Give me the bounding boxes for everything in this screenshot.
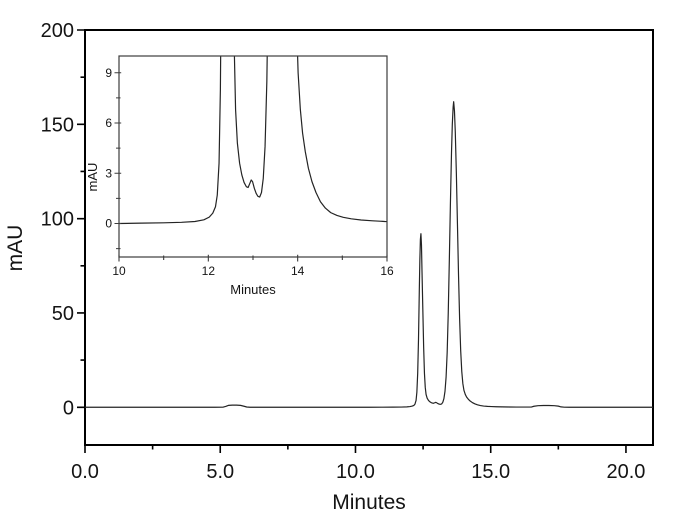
y-tick-label: 100 xyxy=(41,209,74,231)
main-axis-ticks xyxy=(77,29,627,453)
y-tick-label: 0 xyxy=(105,217,112,231)
x-tick-label: 14 xyxy=(291,264,305,278)
x-tick-label: 0.0 xyxy=(71,461,99,483)
main-x-axis-title: Minutes xyxy=(332,491,406,514)
x-tick-label: 15.0 xyxy=(471,461,510,483)
inset-background xyxy=(119,56,387,257)
x-tick-label: 16 xyxy=(380,264,394,278)
main-plot-frame xyxy=(84,29,654,446)
main-chromatogram-trace xyxy=(85,101,653,408)
y-tick-label: 150 xyxy=(41,114,74,136)
y-tick-label: 9 xyxy=(105,66,112,80)
main-x-tick-labels: 0.0 5.0 10.0 15.0 20.0 xyxy=(71,461,645,483)
y-tick-label: 6 xyxy=(105,116,112,130)
main-y-axis-title: mAU xyxy=(4,225,27,272)
inset-axis-ticks xyxy=(114,72,388,262)
x-tick-label: 20.0 xyxy=(606,461,645,483)
y-tick-label: 50 xyxy=(52,303,74,325)
x-tick-label: 5.0 xyxy=(206,461,234,483)
x-tick-label: 10.0 xyxy=(336,461,375,483)
x-tick-label: 12 xyxy=(202,264,216,278)
main-y-tick-labels: 0 50 100 150 200 xyxy=(41,20,74,419)
inset-x-tick-labels: 10 12 14 16 xyxy=(112,264,394,278)
inset-y-tick-labels: 0 3 6 9 xyxy=(105,66,112,231)
x-tick-label: 10 xyxy=(112,264,126,278)
inset-x-axis-title: Minutes xyxy=(230,282,276,297)
y-tick-label: 0 xyxy=(63,397,74,419)
y-tick-label: 3 xyxy=(105,166,112,180)
inset-chromatogram-trace xyxy=(119,56,387,225)
inset-plot: 10 12 14 16 0 3 6 9 Minutes mAU xyxy=(85,55,394,297)
y-tick-label: 200 xyxy=(41,20,74,42)
inset-y-axis-title: mAU xyxy=(85,163,100,192)
